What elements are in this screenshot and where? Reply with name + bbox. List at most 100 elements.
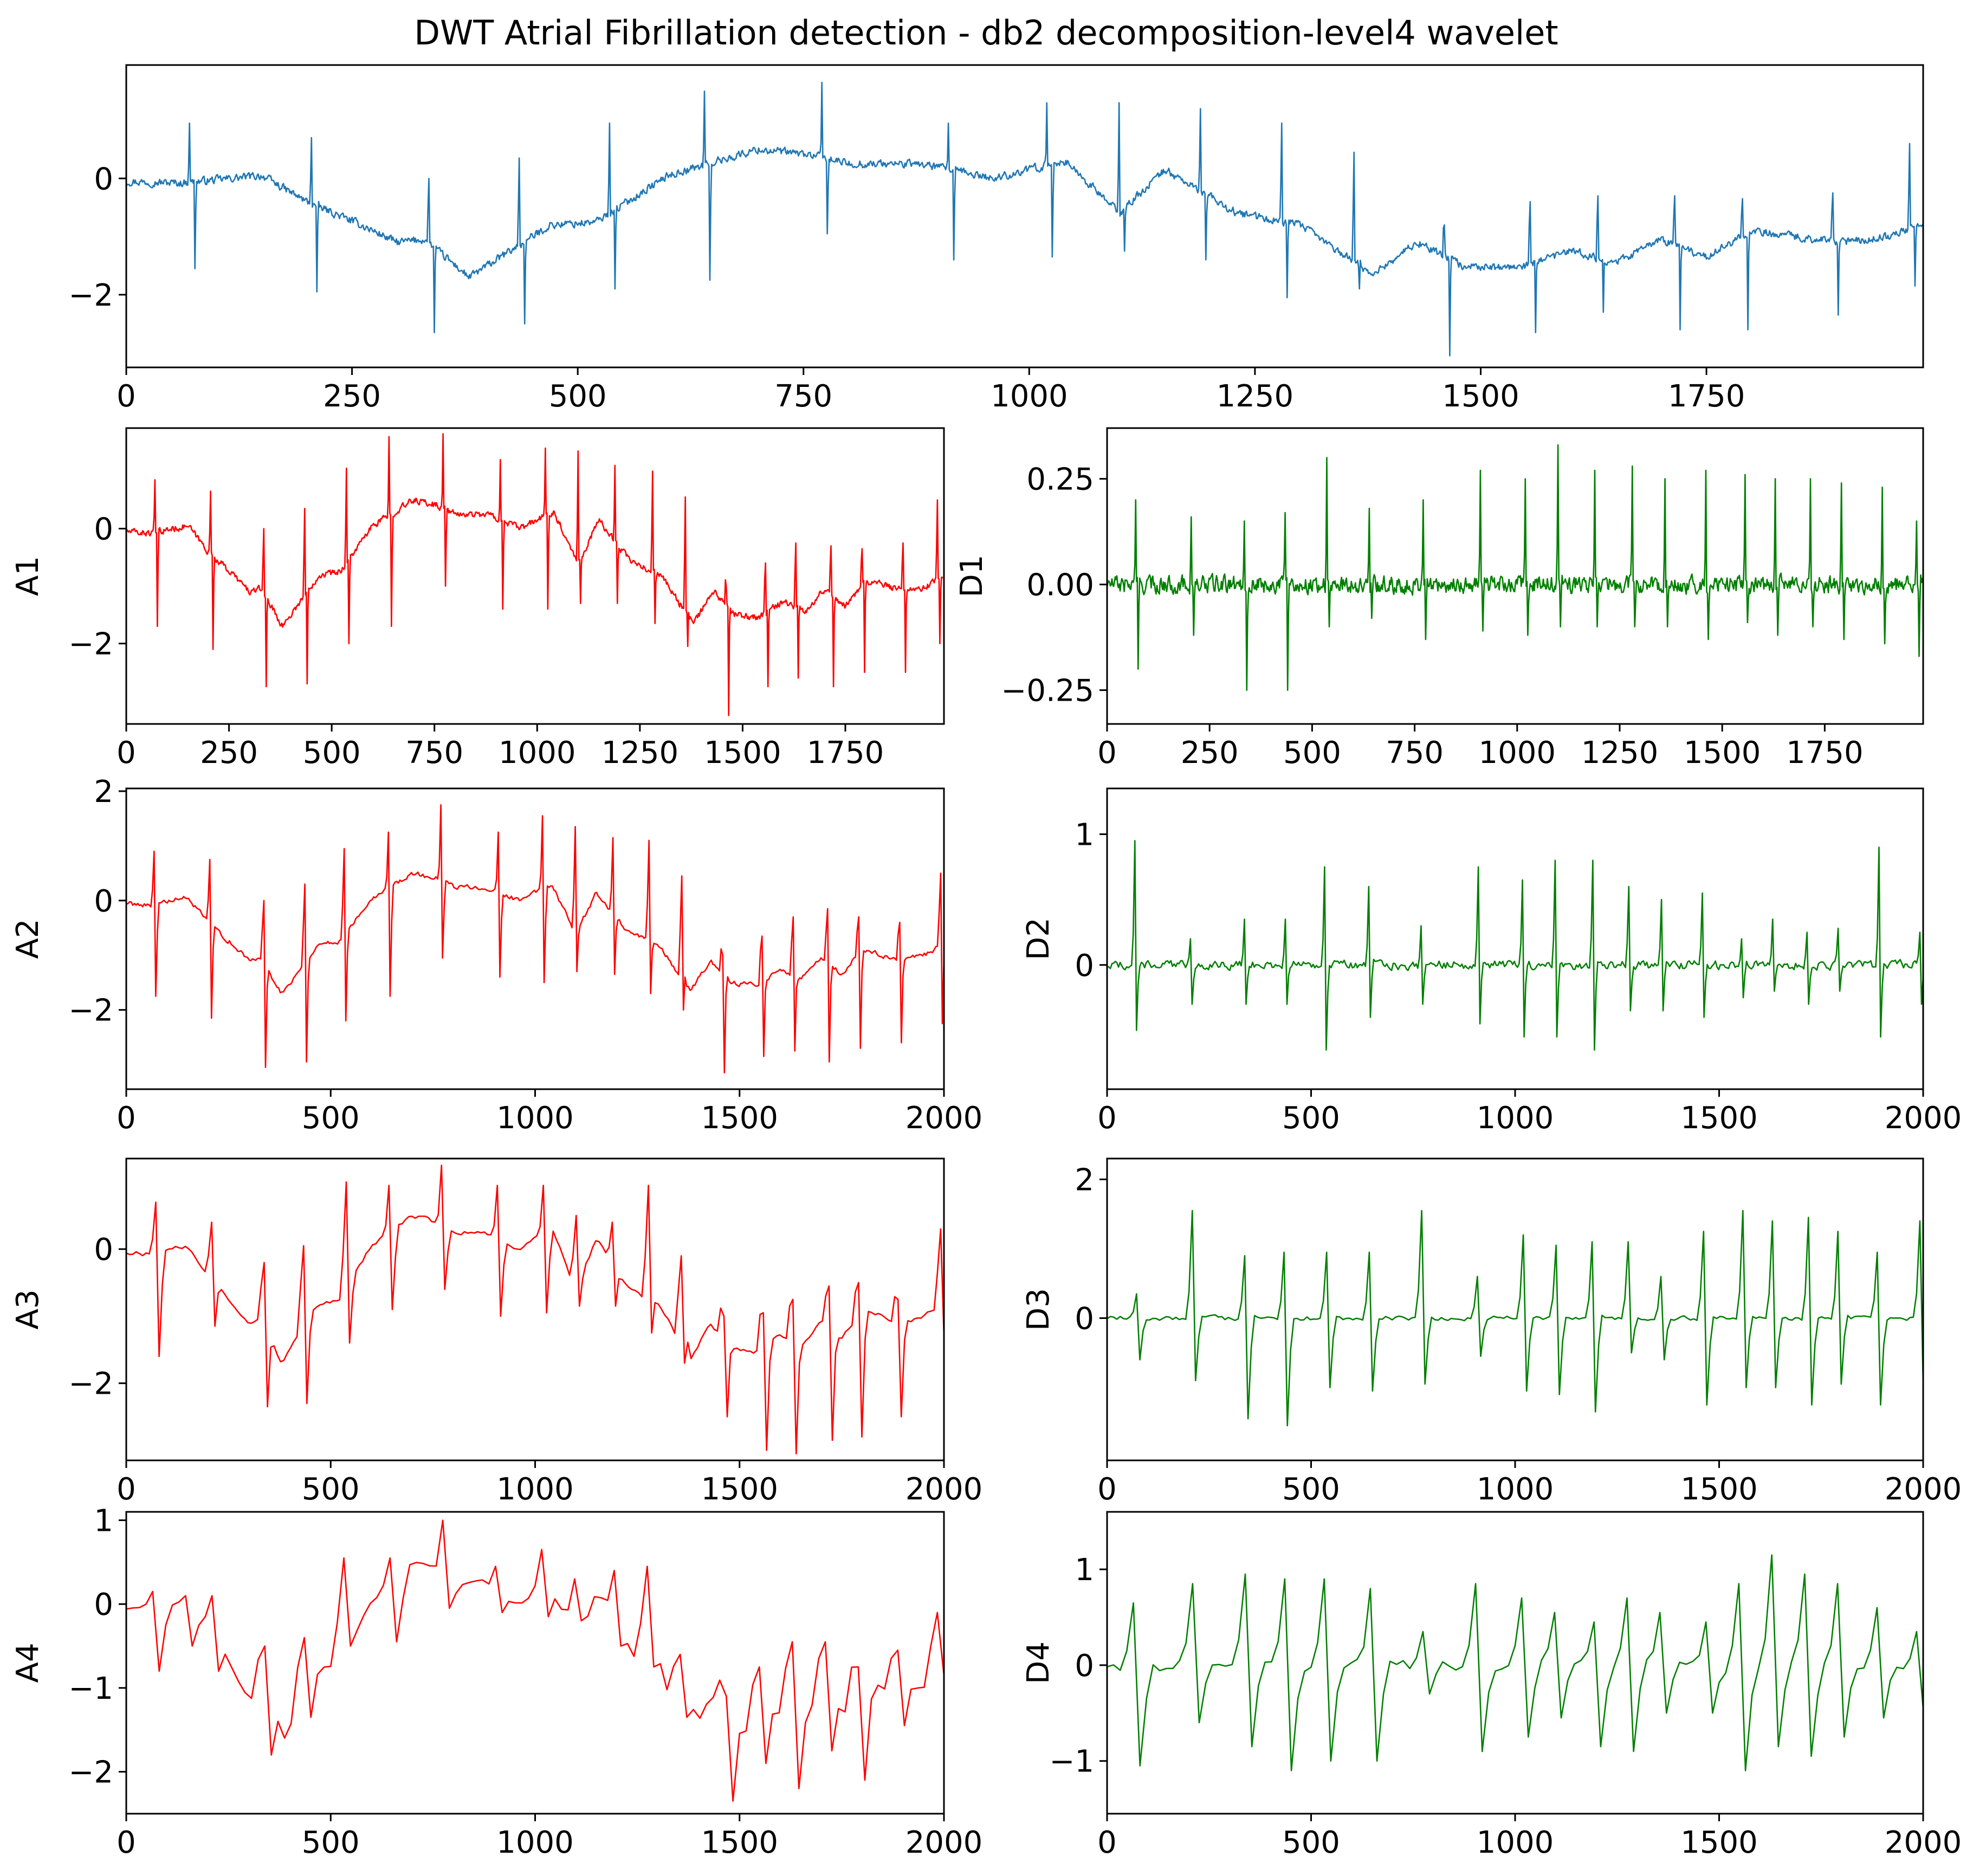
x-tick-label: 0 bbox=[1097, 1101, 1117, 1136]
x-tick-label: 500 bbox=[1283, 735, 1341, 771]
axes-frame-A4 bbox=[125, 1511, 945, 1815]
x-tick-label: 500 bbox=[1282, 1101, 1340, 1136]
series-line-D4 bbox=[1107, 1554, 1923, 1771]
y-tick-label: −2 bbox=[68, 1755, 113, 1790]
y-tick-label: 1 bbox=[1075, 817, 1094, 852]
x-tick-label: 500 bbox=[302, 1101, 360, 1136]
series-line-A1 bbox=[126, 433, 944, 716]
series-line-D2 bbox=[1107, 840, 1923, 1051]
series-line-A4 bbox=[126, 1519, 944, 1802]
x-tick-label: 1500 bbox=[701, 1101, 778, 1136]
subplot-D2: 0 500 1000 1500 2000 1 0 D2 bbox=[1021, 787, 1962, 1136]
y-axis-label-A3: A3 bbox=[10, 1290, 46, 1330]
subplot-A4: 0 500 1000 1500 2000 1 0 −1 −2 A4 bbox=[10, 1503, 982, 1860]
y-axis-label-A4: A4 bbox=[10, 1643, 46, 1683]
x-tick-label: 1500 bbox=[701, 1472, 778, 1507]
y-tick-label: 1 bbox=[1075, 1552, 1094, 1588]
x-tick-label: 1250 bbox=[1217, 379, 1294, 414]
subplot-original: 0 250 500 750 1000 1250 1500 1750 0 −2 bbox=[68, 64, 1924, 414]
x-tick-label: 1000 bbox=[1477, 1101, 1554, 1136]
x-tick-label: 1500 bbox=[1680, 1101, 1758, 1136]
axes-frame-D4 bbox=[1106, 1511, 1924, 1815]
x-tick-label: 1500 bbox=[1442, 379, 1519, 414]
x-tick-label: 1000 bbox=[496, 1825, 574, 1860]
x-tick-label: 750 bbox=[774, 379, 832, 414]
y-tick-label: 0 bbox=[1075, 1302, 1094, 1337]
figure-title: DWT Atrial Fibrillation detection - db2 … bbox=[414, 13, 1558, 53]
x-tick-label: 0 bbox=[117, 1472, 136, 1507]
axes-frame-A1 bbox=[125, 427, 945, 725]
axes-frame-D3 bbox=[1106, 1157, 1924, 1461]
x-tick-label: 2000 bbox=[905, 1472, 983, 1507]
x-tick-label: 1000 bbox=[499, 735, 576, 771]
x-tick-label: 250 bbox=[323, 379, 381, 414]
x-tick-label: 500 bbox=[302, 1825, 360, 1860]
y-tick-label: −2 bbox=[68, 993, 113, 1028]
x-tick-label: 2000 bbox=[1885, 1472, 1962, 1507]
subplot-D3: 0 500 1000 1500 2000 2 0 D3 bbox=[1021, 1157, 1962, 1507]
x-tick-label: 500 bbox=[549, 379, 607, 414]
y-tick-label: −1 bbox=[1049, 1744, 1094, 1780]
series-line-A2 bbox=[126, 804, 944, 1073]
y-tick-label: −0.25 bbox=[1001, 674, 1094, 709]
x-tick-label: 1000 bbox=[496, 1101, 574, 1136]
x-tick-label: 1000 bbox=[1477, 1472, 1554, 1507]
x-tick-label: 1500 bbox=[1680, 1472, 1758, 1507]
axes-frame-original bbox=[125, 64, 1924, 368]
x-tick-label: 2000 bbox=[1885, 1825, 1962, 1860]
y-tick-label: 2 bbox=[94, 774, 113, 810]
x-tick-label: 1250 bbox=[601, 735, 679, 771]
y-tick-label: 0 bbox=[1075, 1648, 1094, 1684]
x-tick-label: 1000 bbox=[991, 379, 1068, 414]
x-tick-label: 750 bbox=[1386, 735, 1444, 771]
subplot-A3: 0 500 1000 1500 2000 0 −2 A3 bbox=[10, 1157, 983, 1507]
x-tick-label: 500 bbox=[303, 735, 361, 771]
y-tick-label: −2 bbox=[68, 627, 113, 662]
y-tick-label: 1 bbox=[94, 1503, 113, 1538]
x-tick-label: 1750 bbox=[807, 735, 884, 771]
x-tick-label: 0 bbox=[117, 379, 136, 414]
y-axis-label-D2: D2 bbox=[1021, 917, 1056, 960]
series-line-D3 bbox=[1107, 1209, 1923, 1427]
x-tick-label: 1500 bbox=[701, 1825, 778, 1860]
x-tick-label: 1000 bbox=[1479, 735, 1556, 771]
y-tick-label: −2 bbox=[68, 278, 113, 313]
y-tick-label: 0.00 bbox=[1026, 568, 1094, 603]
series-line-A3 bbox=[126, 1165, 944, 1454]
x-tick-label: 1000 bbox=[496, 1472, 574, 1507]
x-tick-label: 1500 bbox=[704, 735, 781, 771]
y-tick-label: 0 bbox=[94, 1232, 113, 1267]
y-tick-label: −1 bbox=[68, 1671, 113, 1706]
axes-frame-A3 bbox=[125, 1157, 945, 1461]
x-tick-label: 0 bbox=[117, 735, 136, 771]
axes-frame-A2 bbox=[125, 787, 945, 1090]
x-tick-label: 1750 bbox=[1668, 379, 1745, 414]
y-axis-label-A2: A2 bbox=[10, 919, 46, 959]
y-tick-label: 0 bbox=[94, 161, 113, 197]
y-tick-label: 0 bbox=[94, 1587, 113, 1622]
x-tick-label: 1750 bbox=[1786, 735, 1864, 771]
x-tick-label: 0 bbox=[117, 1101, 136, 1136]
x-tick-label: 500 bbox=[302, 1472, 360, 1507]
x-tick-label: 1000 bbox=[1477, 1825, 1554, 1860]
x-tick-label: 0 bbox=[1097, 1825, 1117, 1860]
x-tick-label: 1500 bbox=[1680, 1825, 1758, 1860]
subplot-D1: 0 250 500 750 1000 1250 1500 1750 0.25 0.00 −0.25 D… bbox=[954, 427, 1924, 771]
x-tick-label: 1500 bbox=[1684, 735, 1761, 771]
x-tick-label: 500 bbox=[1282, 1472, 1340, 1507]
y-axis-label-A1: A1 bbox=[10, 556, 46, 596]
y-axis-label-D4: D4 bbox=[1021, 1641, 1056, 1684]
y-tick-label: 0 bbox=[94, 512, 113, 547]
x-tick-label: 250 bbox=[200, 735, 258, 771]
y-tick-label: 2 bbox=[1075, 1162, 1094, 1198]
y-tick-label: −2 bbox=[68, 1367, 113, 1402]
x-tick-label: 2000 bbox=[905, 1101, 983, 1136]
y-tick-label: 0 bbox=[94, 884, 113, 919]
x-tick-label: 0 bbox=[1097, 735, 1117, 771]
x-tick-label: 250 bbox=[1181, 735, 1239, 771]
x-tick-label: 2000 bbox=[905, 1825, 983, 1860]
y-tick-label: 0 bbox=[1075, 948, 1094, 984]
subplot-A2: 0 500 1000 1500 2000 2 0 −2 A2 bbox=[10, 774, 982, 1136]
y-axis-label-D3: D3 bbox=[1021, 1288, 1056, 1331]
